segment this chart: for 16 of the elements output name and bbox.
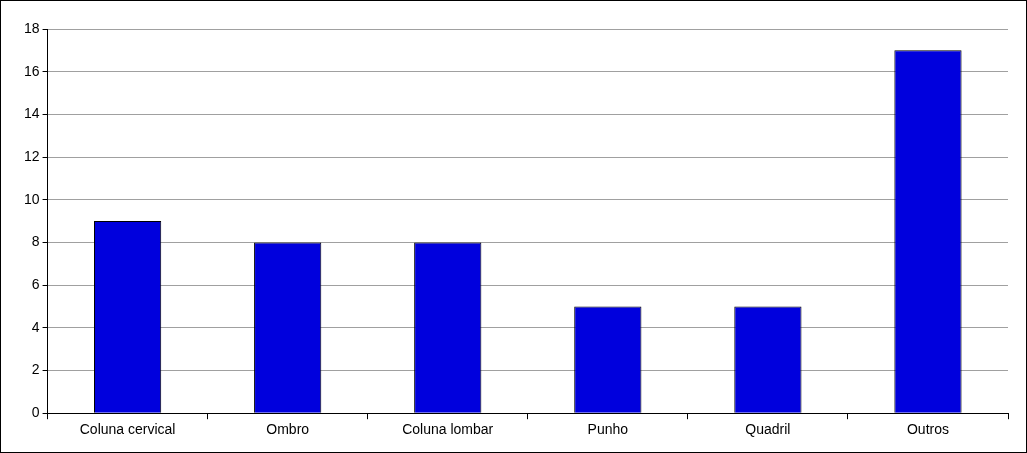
x-tick-label: Quadril: [745, 421, 791, 438]
y-tick-label: 18: [23, 19, 40, 36]
x-tick-label: Ombro: [266, 421, 310, 438]
y-tick-label: 16: [23, 62, 40, 79]
y-tick-label: 8: [31, 233, 40, 250]
y-tick-label: 4: [31, 318, 40, 335]
x-tick-label: Coluna lombar: [402, 421, 494, 438]
y-tick-label: 12: [23, 147, 40, 164]
y-tick-label: 10: [23, 190, 40, 207]
x-tick-label: Coluna cervical: [79, 421, 176, 438]
x-tick-label: Punho: [587, 421, 629, 438]
y-tick-label: 14: [23, 105, 40, 122]
x-tick-label: Outros: [906, 421, 949, 438]
y-tick-label: 2: [31, 361, 40, 378]
y-tick-label: 0: [31, 404, 40, 421]
y-tick-label: 6: [31, 275, 40, 292]
